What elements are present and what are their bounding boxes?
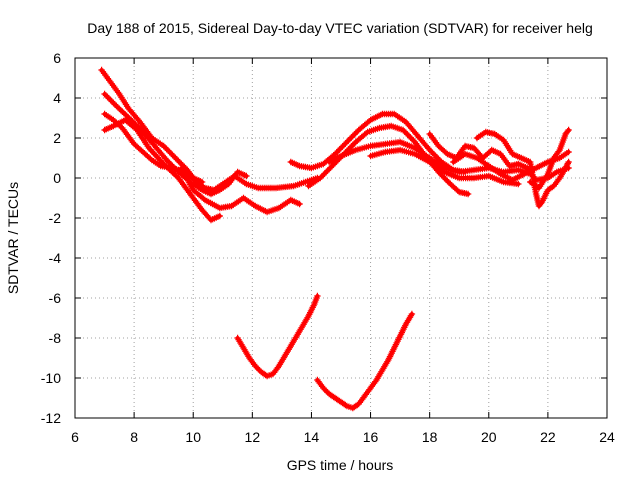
series-markers (314, 310, 416, 412)
x-axis-label: GPS time / hours (287, 457, 394, 473)
series-track-14 (234, 292, 321, 380)
x-tick-label: 22 (540, 429, 556, 445)
y-tick-label: -8 (49, 330, 62, 346)
plot-frame (74, 57, 608, 419)
y-tick-label: -4 (49, 250, 62, 266)
series-track-12 (473, 128, 572, 210)
x-tick-label: 18 (422, 429, 438, 445)
x-tick-label: 10 (185, 429, 201, 445)
x-tick-label: 16 (363, 429, 379, 445)
y-tick-label: 2 (53, 130, 61, 146)
y-tick-labels: -12 -10 -8 -6 -4 -2 0 2 4 6 (41, 50, 61, 426)
series-track-15 (314, 310, 416, 412)
y-tick-label: 6 (53, 50, 61, 66)
series-markers (473, 128, 572, 210)
y-tick-label: -12 (41, 410, 61, 426)
series-markers (101, 116, 223, 224)
series-markers (234, 292, 321, 380)
series-markers (178, 164, 303, 216)
series-track-4 (101, 116, 223, 224)
y-tick-label: -6 (49, 290, 62, 306)
x-tick-label: 20 (481, 429, 497, 445)
chart-title: Day 188 of 2015, Sidereal Day-to-day VTE… (87, 20, 593, 36)
series-markers (326, 138, 534, 178)
y-tick-label: 4 (53, 90, 61, 106)
series-markers (367, 146, 522, 188)
x-tick-labels: 6 8 10 12 14 16 18 20 22 24 (71, 429, 615, 445)
y-tick-label: 0 (53, 170, 61, 186)
x-tick-label: 14 (304, 429, 320, 445)
series-track-10 (426, 130, 572, 184)
series-track-13 (527, 126, 572, 192)
series-markers (527, 126, 572, 192)
y-tick-label: -2 (49, 210, 62, 226)
x-tick-label: 12 (245, 429, 261, 445)
x-tick-label: 6 (71, 429, 79, 445)
y-axis-label: SDTVAR / TECUs (5, 182, 21, 294)
series-markers (450, 148, 572, 184)
x-tick-label: 24 (599, 429, 615, 445)
series-group (98, 66, 572, 412)
series-track-9 (367, 146, 522, 188)
grid (75, 58, 607, 418)
x-tick-label: 8 (130, 429, 138, 445)
series-markers (287, 110, 469, 176)
series-track-6 (287, 110, 469, 176)
y-tick-label: -10 (41, 370, 61, 386)
series-track-5 (178, 164, 303, 216)
